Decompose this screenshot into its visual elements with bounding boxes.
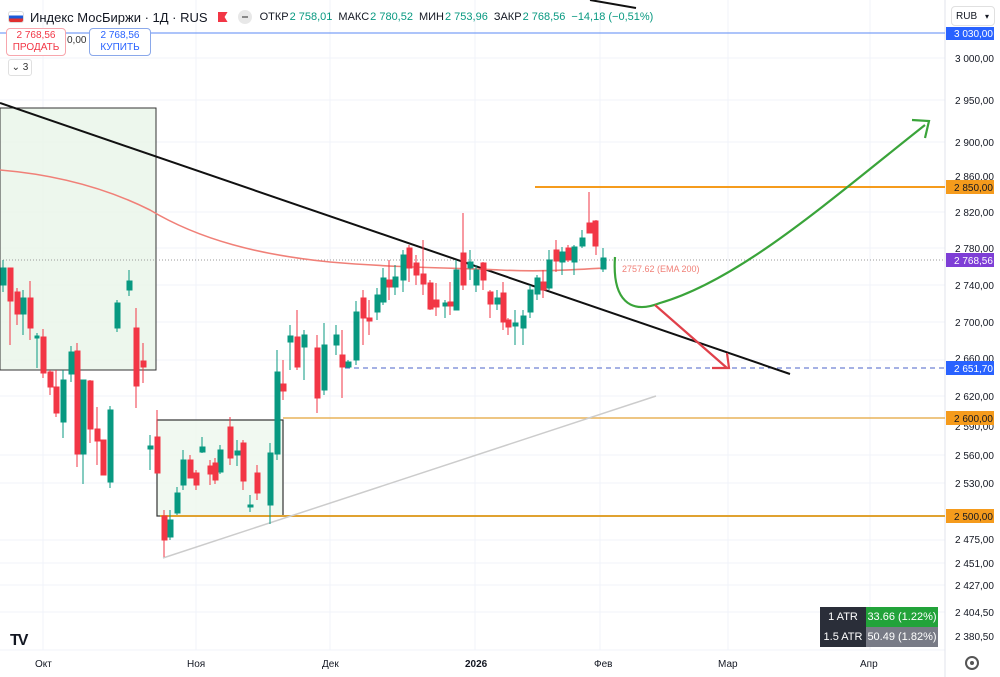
ema-label: 2757.62 (EMA 200) (622, 264, 700, 274)
currency-select[interactable]: RUB ▾ (951, 6, 995, 26)
green-arrow-head (911, 118, 931, 139)
descending-trendline[interactable] (0, 102, 791, 375)
settings-gear-icon[interactable] (965, 656, 979, 670)
sell-label: ПРОДАТЬ (12, 42, 60, 53)
svg-text:2 451,00: 2 451,00 (955, 559, 994, 570)
svg-text:2 850,00: 2 850,00 (954, 183, 993, 194)
svg-text:Окт: Окт (35, 659, 52, 670)
red-arrow-head (712, 352, 731, 370)
svg-text:Дек: Дек (322, 659, 339, 670)
svg-text:2 475,00: 2 475,00 (955, 535, 994, 546)
atr-label: 1.5 ATR (820, 627, 866, 647)
svg-text:3 000,00: 3 000,00 (955, 54, 994, 65)
trendline-fragment[interactable] (589, 0, 637, 9)
svg-text:2 600,00: 2 600,00 (954, 414, 993, 425)
svg-text:3 030,00: 3 030,00 (954, 29, 993, 40)
sell-price: 2 768,56 (16, 30, 56, 41)
svg-text:2 700,00: 2 700,00 (955, 318, 994, 329)
symbol-header: Индекс МосБиржи · 1Д · RUS ОТКР2 758,01 … (8, 8, 653, 26)
svg-text:Ноя: Ноя (187, 659, 205, 670)
currency-label: RUB (956, 11, 978, 22)
flag-marker-icon[interactable] (217, 12, 228, 22)
svg-text:2 651,70: 2 651,70 (954, 364, 993, 375)
svg-text:Апр: Апр (860, 659, 878, 670)
buy-button[interactable]: 2 768,56 КУПИТЬ (89, 28, 151, 56)
svg-text:2 780,00: 2 780,00 (955, 244, 994, 255)
svg-text:2 660,00: 2 660,00 (955, 354, 994, 365)
ohlc-low: МИН2 753,96 (418, 11, 488, 23)
svg-text:2 820,00: 2 820,00 (955, 208, 994, 219)
svg-text:2 404,50: 2 404,50 (955, 608, 994, 619)
svg-text:2 590,00: 2 590,00 (955, 422, 994, 433)
ema-200-line[interactable] (0, 169, 606, 272)
atr-value: 33.66 (1.22%) (866, 607, 938, 627)
atr-value: 50.49 (1.82%) (866, 627, 938, 647)
atr-row: 1.5 ATR 50.49 (1.82%) (820, 627, 938, 647)
svg-text:2 530,00: 2 530,00 (955, 479, 994, 490)
grid (0, 0, 945, 651)
red-forecast-arrow[interactable] (654, 304, 728, 369)
ohlc-open: ОТКР2 758,01 (259, 11, 333, 23)
atr-row: 1 ATR 33.66 (1.22%) (820, 607, 938, 627)
candles (0, 192, 607, 557)
svg-text:Фев: Фев (594, 659, 612, 670)
tradingview-logo[interactable]: TV (10, 632, 29, 649)
ohlc-close: ЗАКР2 768,56 (493, 11, 566, 23)
svg-text:2 427,00: 2 427,00 (955, 581, 994, 592)
green-zone-box[interactable] (0, 107, 157, 371)
svg-text:2 900,00: 2 900,00 (955, 138, 994, 149)
y-axis-labels: 3 000,00 2 950,00 2 900,00 2 860,00 2 820,0… (955, 54, 994, 643)
buy-label: КУПИТЬ (100, 42, 140, 53)
ascending-trendline[interactable] (162, 395, 657, 559)
price-change: −14,18 (−0,51%) (571, 11, 654, 23)
price-tags: 3 030,00 2 850,00 2 768,56 2 651,70 2 60… (946, 27, 994, 523)
svg-text:2 740,00: 2 740,00 (955, 281, 994, 292)
svg-text:2 768,56: 2 768,56 (954, 256, 993, 267)
svg-text:2 380,50: 2 380,50 (955, 632, 994, 643)
svg-text:2 620,00: 2 620,00 (955, 392, 994, 403)
svg-text:2026: 2026 (465, 659, 488, 670)
chevron-down-icon: ▾ (984, 12, 989, 21)
svg-text:2 560,00: 2 560,00 (955, 451, 994, 462)
russia-flag-icon (8, 11, 24, 23)
atr-label: 1 ATR (820, 607, 866, 627)
symbol-title[interactable]: Индекс МосБиржи · 1Д · RUS (30, 9, 208, 25)
svg-text:2 950,00: 2 950,00 (955, 96, 994, 107)
ohlc-high: МАКС2 780,52 (338, 11, 413, 23)
svg-text:Мар: Мар (718, 659, 738, 670)
svg-text:2 500,00: 2 500,00 (954, 512, 993, 523)
buy-price: 2 768,56 (100, 30, 140, 41)
svg-text:2 860,00: 2 860,00 (955, 172, 994, 183)
sell-button[interactable]: 2 768,56 ПРОДАТЬ (6, 28, 66, 56)
green-forecast-arrow[interactable] (613, 124, 926, 309)
indicators-toggle[interactable]: ⌄ 3 (8, 59, 32, 76)
spread-value: 0,00 (67, 35, 87, 46)
indicators-count: 3 (22, 62, 29, 73)
x-axis-labels: Окт Ноя Дек 2026 Фев Мар Апр (35, 659, 878, 670)
atr-table: 1 ATR 33.66 (1.22%) 1.5 ATR 50.49 (1.82%… (820, 607, 938, 647)
collapse-icon[interactable] (237, 10, 252, 24)
